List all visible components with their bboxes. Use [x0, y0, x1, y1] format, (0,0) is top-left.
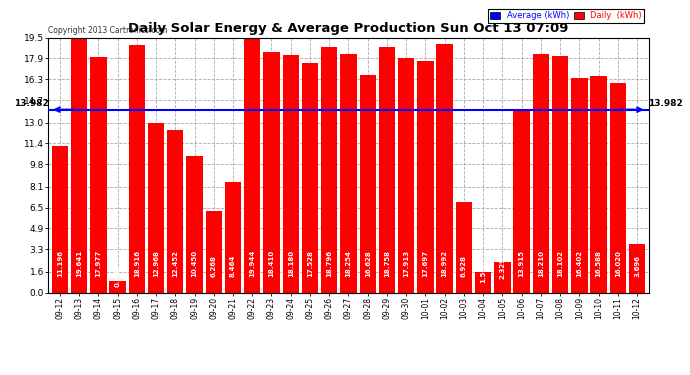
Bar: [244, 32, 260, 292]
Text: 11.196: 11.196: [57, 250, 63, 277]
Text: 18.410: 18.410: [268, 249, 275, 277]
Text: 16.020: 16.020: [615, 250, 621, 277]
Text: 6.928: 6.928: [461, 255, 467, 277]
Bar: [398, 58, 415, 292]
Text: 19.641: 19.641: [76, 250, 82, 277]
Text: 0.906: 0.906: [115, 265, 121, 287]
Bar: [186, 156, 203, 292]
Bar: [52, 146, 68, 292]
Text: 1.562: 1.562: [480, 261, 486, 283]
Text: 6.268: 6.268: [210, 255, 217, 277]
Bar: [264, 52, 279, 292]
Bar: [71, 36, 87, 292]
Legend: Average (kWh), Daily  (kWh): Average (kWh), Daily (kWh): [488, 9, 644, 22]
Bar: [128, 45, 145, 292]
Bar: [110, 280, 126, 292]
Bar: [494, 262, 511, 292]
Bar: [475, 272, 491, 292]
Text: 18.916: 18.916: [134, 250, 140, 277]
Text: 18.796: 18.796: [326, 250, 332, 277]
Text: 16.628: 16.628: [365, 250, 371, 277]
Text: 18.758: 18.758: [384, 250, 390, 277]
Text: 16.402: 16.402: [576, 250, 582, 277]
Text: Copyright 2013 Cartronics.com: Copyright 2013 Cartronics.com: [48, 26, 168, 35]
Text: 10.450: 10.450: [192, 250, 197, 277]
Bar: [282, 55, 299, 292]
Text: 12.452: 12.452: [172, 250, 178, 277]
Text: 18.210: 18.210: [538, 250, 544, 277]
Bar: [610, 83, 626, 292]
Bar: [437, 44, 453, 292]
Bar: [321, 47, 337, 292]
Text: 18.180: 18.180: [288, 250, 294, 277]
Bar: [90, 57, 106, 292]
Bar: [417, 61, 433, 292]
Bar: [455, 202, 472, 292]
Bar: [167, 130, 184, 292]
Text: 18.992: 18.992: [442, 250, 448, 277]
Bar: [340, 54, 357, 292]
Text: 13.915: 13.915: [519, 250, 524, 277]
Bar: [379, 47, 395, 292]
Bar: [225, 182, 241, 292]
Text: 17.528: 17.528: [307, 250, 313, 277]
Text: 13.982: 13.982: [648, 99, 682, 108]
Bar: [629, 244, 645, 292]
Text: 19.944: 19.944: [249, 249, 255, 277]
Text: 17.977: 17.977: [95, 250, 101, 277]
Bar: [206, 210, 222, 292]
Bar: [571, 78, 587, 292]
Bar: [359, 75, 376, 292]
Text: 3.696: 3.696: [634, 255, 640, 277]
Text: 17.697: 17.697: [422, 250, 428, 277]
Text: 18.102: 18.102: [557, 250, 563, 277]
Text: 13.982: 13.982: [14, 99, 49, 108]
Bar: [552, 56, 569, 292]
Bar: [513, 111, 530, 292]
Text: 16.588: 16.588: [595, 250, 602, 277]
Bar: [148, 123, 164, 292]
Bar: [591, 76, 607, 292]
Text: 2.329: 2.329: [500, 257, 505, 279]
Text: 8.464: 8.464: [230, 254, 236, 277]
Text: 12.968: 12.968: [153, 250, 159, 277]
Bar: [302, 63, 318, 292]
Bar: [533, 54, 549, 292]
Text: 18.254: 18.254: [346, 250, 351, 277]
Title: Daily Solar Energy & Average Production Sun Oct 13 07:09: Daily Solar Energy & Average Production …: [128, 22, 569, 35]
Text: 17.913: 17.913: [403, 250, 409, 277]
